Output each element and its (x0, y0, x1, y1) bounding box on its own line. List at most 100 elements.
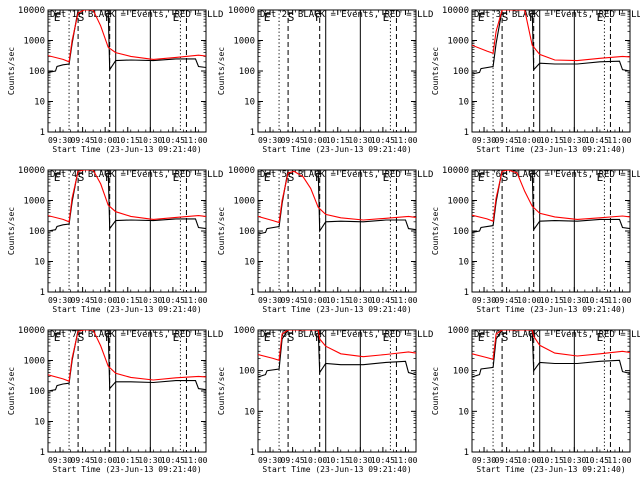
x-tick-label: 09:30 (472, 456, 496, 465)
phase-marker: S (78, 11, 85, 24)
phase-marker: E (597, 331, 604, 344)
y-tick-label: 10000 (18, 326, 45, 336)
y-tick-label: 10000 (18, 6, 45, 16)
y-axis-label: Counts/sec (7, 47, 16, 95)
phase-marker: E (264, 11, 271, 24)
x-tick-label: 10:00 (93, 136, 117, 145)
y-tick-label: 1 (40, 128, 45, 138)
phase-marker: E (383, 171, 390, 184)
x-tick-label: 09:45 (71, 296, 95, 305)
plot-frame (47, 9, 207, 133)
series-line-lld (48, 170, 206, 223)
y-tick-label: 10 (458, 258, 469, 268)
x-tick-label: 09:30 (472, 136, 496, 145)
phase-marker: E (173, 11, 180, 24)
y-tick-label: 1000 (447, 37, 469, 47)
phase-marker: S (502, 171, 509, 184)
panel-title: Det 2r BLACK = Events, RED = LLD (260, 10, 433, 20)
x-tick-label: 10:15 (326, 136, 350, 145)
y-tick-label: 1 (40, 448, 45, 458)
y-tick-label: 1000 (23, 357, 45, 367)
y-tick-label: 100 (239, 367, 255, 377)
detector-panel: Det 2r BLACK = Events, RED = LLD 1 10 100 10… (217, 6, 433, 154)
x-tick-label: 10:15 (116, 456, 140, 465)
x-tick-label: 09:45 (281, 136, 305, 145)
y-tick-label: 1000 (23, 197, 45, 207)
phase-marker: S (78, 331, 85, 344)
phase-marker: E (383, 11, 390, 24)
phase-marker: F (315, 11, 322, 24)
x-tick-label: 11:00 (393, 136, 417, 145)
y-tick-label: 100 (29, 67, 45, 77)
x-tick-label: 11:00 (393, 296, 417, 305)
y-tick-label: 100 (453, 67, 469, 77)
y-tick-label: 10 (34, 258, 45, 268)
y-axis-label: Counts/sec (217, 47, 226, 95)
y-tick-label: 10 (34, 98, 45, 108)
x-tick-label: 10:15 (540, 136, 564, 145)
phase-marker: E (54, 11, 61, 24)
x-tick-label: 10:45 (585, 136, 609, 145)
y-tick-label: 10 (34, 418, 45, 428)
panel-title: Det 3r BLACK = Events, RED = LLD (474, 10, 640, 20)
x-tick-label: 09:45 (495, 296, 519, 305)
series-line-events (48, 10, 206, 73)
x-tick-label: 10:15 (116, 296, 140, 305)
panel-title: Det 4r BLACK = Events, RED = LLD (50, 170, 223, 180)
y-tick-label: 10 (244, 258, 255, 268)
x-tick-label: 09:45 (281, 456, 305, 465)
series-line-lld (472, 330, 630, 361)
detector-panel: Det 9r BLACK = Events, RED = LLD 1 10 100 10… (431, 326, 640, 474)
series-line-events (48, 170, 206, 232)
x-tick-label: 10:15 (326, 456, 350, 465)
y-tick-label: 1 (464, 448, 469, 458)
y-axis-label: Counts/sec (217, 367, 226, 415)
x-tick-label: 10:30 (348, 296, 372, 305)
y-tick-label: 10000 (228, 166, 255, 176)
x-tick-label: 09:45 (495, 136, 519, 145)
plot-frame (47, 169, 207, 293)
x-tick-label: 10:30 (562, 136, 586, 145)
x-tick-label: 09:45 (71, 456, 95, 465)
detector-panel: Det 8r BLACK = Events, RED = LLD 1 10 100 10… (217, 326, 433, 474)
x-tick-label: 10:15 (116, 136, 140, 145)
x-tick-label: 10:00 (517, 456, 541, 465)
y-tick-label: 1000 (447, 326, 469, 336)
y-tick-label: 100 (239, 227, 255, 237)
x-axis-label: Start Time (23-Jun-13 09:21:40) (262, 145, 411, 154)
x-axis-label: Start Time (23-Jun-13 09:21:40) (476, 465, 625, 474)
phase-marker: E (383, 331, 390, 344)
x-tick-label: 11:00 (183, 296, 207, 305)
x-tick-label: 10:30 (562, 296, 586, 305)
phase-marker: S (502, 11, 509, 24)
y-tick-label: 100 (453, 227, 469, 237)
x-tick-label: 10:45 (371, 136, 395, 145)
x-tick-label: 10:45 (161, 456, 185, 465)
panel-title: Det 7r BLACK = Events, RED = LLD (50, 330, 223, 340)
x-axis-label: Start Time (23-Jun-13 09:21:40) (52, 305, 201, 314)
panel-title: Det 8r BLACK = Events, RED = LLD (260, 330, 433, 340)
x-tick-label: 10:30 (138, 296, 162, 305)
x-tick-label: 10:30 (562, 456, 586, 465)
detector-panel: Det 7r BLACK = Events, RED = LLD 1 10 100 10… (7, 326, 223, 474)
y-tick-label: 1 (464, 288, 469, 298)
series-line-events (472, 330, 630, 378)
x-tick-label: 11:00 (393, 456, 417, 465)
y-tick-label: 10 (458, 98, 469, 108)
x-tick-label: 10:15 (540, 456, 564, 465)
plot-frame (471, 329, 631, 453)
y-axis-label: Counts/sec (217, 207, 226, 255)
x-tick-label: 11:00 (183, 136, 207, 145)
phase-marker: E (54, 331, 61, 344)
x-tick-label: 10:00 (517, 136, 541, 145)
y-tick-label: 1 (250, 288, 255, 298)
x-tick-label: 10:00 (93, 296, 117, 305)
series-line-lld (472, 170, 630, 222)
y-tick-label: 1000 (23, 37, 45, 47)
y-tick-label: 10000 (442, 6, 469, 16)
panel-title: Det 1r BLACK = Events, RED = LLD (50, 10, 223, 20)
x-tick-label: 10:30 (138, 136, 162, 145)
plot-frame (47, 329, 207, 453)
x-tick-label: 10:45 (371, 296, 395, 305)
